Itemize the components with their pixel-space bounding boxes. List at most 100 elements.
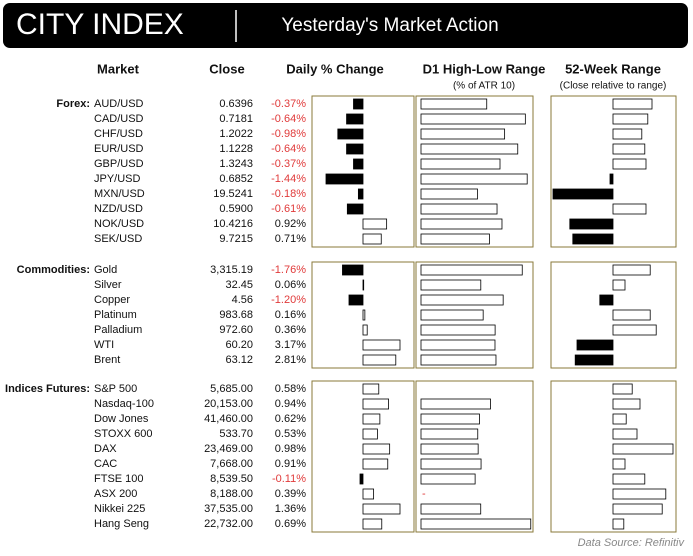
close-price: 3,315.19	[210, 264, 253, 276]
market-name: CHF/USD	[94, 128, 143, 140]
change-label: 0.39%	[275, 488, 306, 500]
close-price: 1.1228	[219, 143, 253, 155]
change-label: 0.71%	[275, 233, 306, 245]
d1-bar	[420, 264, 523, 276]
market-name: CAC	[94, 458, 117, 470]
close-price: 0.5900	[219, 203, 253, 215]
market-name: Gold	[94, 264, 117, 276]
change-bar	[362, 279, 365, 291]
d1-bar	[420, 339, 496, 351]
w52-bar	[552, 188, 614, 200]
change-bar	[342, 264, 364, 276]
market-name: CAD/USD	[94, 113, 144, 125]
change-bar	[337, 128, 364, 140]
close-price: 5,685.00	[210, 383, 253, 395]
d1-bar	[420, 218, 503, 230]
d1-bar	[420, 294, 504, 306]
d1-bar	[420, 458, 482, 470]
d1-bar	[420, 143, 519, 155]
change-label: 0.16%	[275, 309, 306, 321]
market-name: JPY/USD	[94, 173, 141, 185]
col-header: 52-Week Range	[565, 61, 661, 76]
w52-bar	[612, 158, 647, 170]
header-bar	[3, 3, 688, 48]
market-name: EUR/USD	[94, 143, 144, 155]
change-bar	[362, 413, 381, 425]
close-price: 60.20	[225, 339, 253, 351]
close-price: 9.7215	[219, 233, 253, 245]
change-label: 2.81%	[275, 354, 306, 366]
change-label: -0.64%	[271, 113, 306, 125]
change-label: -0.18%	[271, 188, 306, 200]
change-bar	[362, 518, 383, 530]
close-price: 20,153.00	[204, 398, 253, 410]
change-bar	[346, 143, 364, 155]
col-subheader: (% of ATR 10)	[453, 81, 515, 92]
change-bar	[362, 443, 391, 455]
d1-bar	[420, 309, 484, 321]
w52-bar	[612, 503, 663, 515]
col-header: Market	[97, 61, 140, 76]
change-label: 3.17%	[275, 339, 306, 351]
close-price: 0.6396	[219, 98, 253, 110]
w52-bar	[612, 143, 646, 155]
w52-bar	[612, 128, 643, 140]
close-price: 972.60	[219, 324, 253, 336]
market-name: Hang Seng	[94, 518, 149, 530]
close-price: 4.56	[232, 294, 253, 306]
change-bar	[362, 488, 375, 500]
w52-bar	[612, 443, 674, 455]
change-label: -1.76%	[271, 264, 306, 276]
change-box	[311, 95, 415, 248]
d1-bar	[420, 158, 501, 170]
w52-box	[550, 380, 677, 533]
close-price: 19.5241	[213, 188, 253, 200]
market-name: S&P 500	[94, 383, 137, 395]
market-name: Nasdaq-100	[94, 398, 154, 410]
change-bar	[362, 339, 401, 351]
d1-bar	[420, 233, 490, 245]
change-bar	[362, 458, 389, 470]
change-label: 0.58%	[275, 383, 306, 395]
market-name: Nikkei 225	[94, 503, 145, 515]
change-bar	[353, 158, 364, 170]
d1-box	[415, 95, 534, 248]
market-name: SEK/USD	[94, 233, 142, 245]
group-label: Indices Futures:	[5, 383, 90, 395]
change-label: 0.06%	[275, 279, 306, 291]
w52-bar	[612, 309, 651, 321]
change-bar	[362, 398, 389, 410]
change-label: 0.91%	[275, 458, 306, 470]
market-name: WTI	[94, 339, 114, 351]
change-bar	[362, 428, 378, 440]
close-price: 23,469.00	[204, 443, 253, 455]
header-title: Yesterday's Market Action	[281, 15, 498, 36]
market-name: Copper	[94, 294, 130, 306]
change-bar	[362, 503, 401, 515]
change-label: -1.44%	[271, 173, 306, 185]
change-bar	[362, 218, 388, 230]
market-name: Silver	[94, 279, 122, 291]
change-label: 0.62%	[275, 413, 306, 425]
w52-bar	[612, 324, 657, 336]
change-box	[311, 261, 415, 369]
d1-label: -	[422, 488, 426, 500]
market-name: Dow Jones	[94, 413, 149, 425]
market-name: AUD/USD	[94, 98, 144, 110]
change-bar	[362, 324, 368, 336]
market-name: Brent	[94, 354, 120, 366]
w52-bar	[612, 488, 667, 500]
d1-bar	[420, 518, 532, 530]
change-label: -0.98%	[271, 128, 306, 140]
change-bar	[359, 473, 364, 485]
close-price: 63.12	[225, 354, 253, 366]
w52-bar	[612, 413, 627, 425]
market-name: DAX	[94, 443, 117, 455]
close-price: 0.6852	[219, 173, 253, 185]
change-label: -0.11%	[272, 473, 306, 485]
change-bar	[362, 309, 366, 321]
change-label: -0.61%	[271, 203, 306, 215]
market-name: ASX 200	[94, 488, 137, 500]
market-name: GBP/USD	[94, 158, 144, 170]
